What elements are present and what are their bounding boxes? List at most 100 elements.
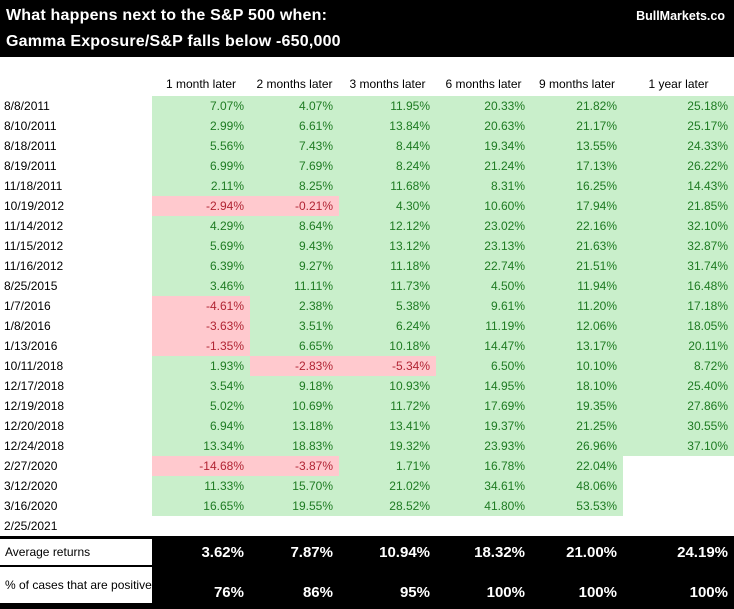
return-cell: 10.93% (339, 376, 436, 396)
date-cell: 3/16/2020 (0, 496, 152, 516)
return-cell: 23.02% (436, 216, 531, 236)
date-cell: 10/11/2018 (0, 356, 152, 376)
return-cell: 5.02% (152, 396, 250, 416)
return-cell: 10.18% (339, 336, 436, 356)
return-cell (531, 516, 623, 536)
return-cell: 9.18% (250, 376, 339, 396)
return-cell: -14.68% (152, 456, 250, 476)
column-header: 1 month later (152, 74, 250, 96)
return-cell: 10.69% (250, 396, 339, 416)
return-cell (250, 516, 339, 536)
return-cell: 20.11% (623, 336, 734, 356)
return-cell: 27.86% (623, 396, 734, 416)
title-banner: What happens next to the S&P 500 when: B… (0, 0, 734, 57)
return-cell: 13.34% (152, 436, 250, 456)
return-cell: -1.35% (152, 336, 250, 356)
return-cell: -3.63% (152, 316, 250, 336)
summary-value: 100% (486, 584, 525, 601)
return-cell: 17.13% (531, 156, 623, 176)
return-cell (623, 516, 734, 536)
summary-grid: Average returns 3.62% 7.87% 10.94% 18.32% 21.… (0, 539, 734, 603)
return-cell: 21.82% (531, 96, 623, 116)
return-cell: 32.87% (623, 236, 734, 256)
date-cell: 2/27/2020 (0, 456, 152, 476)
return-cell: 6.24% (339, 316, 436, 336)
return-cell: 12.06% (531, 316, 623, 336)
return-cell: 21.24% (436, 156, 531, 176)
return-cell: 19.34% (436, 136, 531, 156)
return-cell: 3.51% (250, 316, 339, 336)
return-cell: 1.93% (152, 356, 250, 376)
return-cell: 9.61% (436, 296, 531, 316)
return-cell: 23.13% (436, 236, 531, 256)
summary-value: 18.32% (474, 543, 525, 561)
date-cell: 10/19/2012 (0, 196, 152, 216)
return-cell: 16.48% (623, 276, 734, 296)
column-header: 6 months later (436, 74, 531, 96)
return-cell: 14.47% (436, 336, 531, 356)
return-cell: 16.78% (436, 456, 531, 476)
return-cell: 7.69% (250, 156, 339, 176)
date-cell: 1/13/2016 (0, 336, 152, 356)
return-cell: 48.06% (531, 476, 623, 496)
return-cell: 6.99% (152, 156, 250, 176)
return-cell: -4.61% (152, 296, 250, 316)
return-cell: 13.17% (531, 336, 623, 356)
return-cell: 9.43% (250, 236, 339, 256)
return-cell: 15.70% (250, 476, 339, 496)
return-cell: 24.33% (623, 136, 734, 156)
returns-table: 1 month later 2 months later 3 months late… (0, 74, 734, 536)
date-cell: 8/8/2011 (0, 96, 152, 116)
return-cell: 4.50% (436, 276, 531, 296)
return-cell (339, 516, 436, 536)
page-title-line2: Gamma Exposure/S&P falls below -650,000 (6, 33, 341, 50)
return-cell: 13.12% (339, 236, 436, 256)
return-cell: 20.63% (436, 116, 531, 136)
return-cell: 11.20% (531, 296, 623, 316)
return-cell: 11.73% (339, 276, 436, 296)
return-cell: 26.96% (531, 436, 623, 456)
return-cell: 5.69% (152, 236, 250, 256)
return-cell: 21.17% (531, 116, 623, 136)
return-cell: 11.94% (531, 276, 623, 296)
summary-value: 10.94% (379, 543, 430, 561)
return-cell: 5.56% (152, 136, 250, 156)
date-cell: 8/25/2015 (0, 276, 152, 296)
return-cell: 6.65% (250, 336, 339, 356)
summary-value: 24.19% (677, 543, 728, 561)
return-cell: 2.38% (250, 296, 339, 316)
return-cell: 4.07% (250, 96, 339, 116)
date-cell: 12/19/2018 (0, 396, 152, 416)
return-cell: 28.52% (339, 496, 436, 516)
column-header: 1 year later (623, 74, 734, 96)
return-cell: 11.95% (339, 96, 436, 116)
return-cell: 41.80% (436, 496, 531, 516)
return-cell: 13.55% (531, 136, 623, 156)
return-cell: 53.53% (531, 496, 623, 516)
return-cell: 22.74% (436, 256, 531, 276)
return-cell: 34.61% (436, 476, 531, 496)
corner-cell (0, 74, 152, 96)
return-cell: 9.27% (250, 256, 339, 276)
summary-value: 21.00% (566, 543, 617, 561)
return-cell: 26.22% (623, 156, 734, 176)
date-cell: 2/25/2021 (0, 516, 152, 536)
return-cell: 4.30% (339, 196, 436, 216)
return-cell: 22.04% (531, 456, 623, 476)
return-cell: 8.72% (623, 356, 734, 376)
return-cell: 10.10% (531, 356, 623, 376)
date-cell: 8/10/2011 (0, 116, 152, 136)
return-cell: 21.51% (531, 256, 623, 276)
return-cell: 7.07% (152, 96, 250, 116)
return-cell: 19.35% (531, 396, 623, 416)
return-cell (623, 496, 734, 516)
return-cell: 3.54% (152, 376, 250, 396)
summary-value: 100% (689, 584, 728, 601)
return-cell: 12.12% (339, 216, 436, 236)
return-cell: 6.50% (436, 356, 531, 376)
date-cell: 12/20/2018 (0, 416, 152, 436)
banner-table-spacer (0, 57, 734, 74)
return-cell: 11.68% (339, 176, 436, 196)
date-cell: 11/15/2012 (0, 236, 152, 256)
